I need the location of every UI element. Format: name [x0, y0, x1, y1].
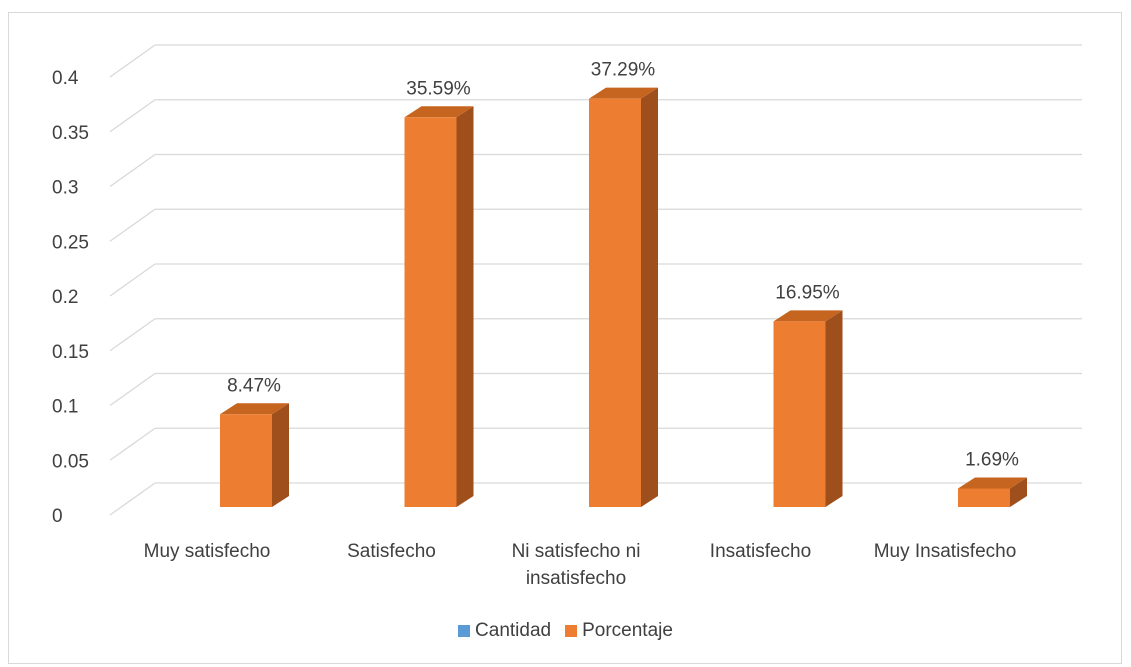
- data-label: 8.47%: [227, 375, 281, 396]
- y-tick-label: 0.35: [52, 123, 89, 144]
- x-category-label: Muy Insatisfecho: [874, 541, 1017, 562]
- bar-side: [1010, 477, 1027, 507]
- bar-top: [773, 310, 843, 322]
- y-tick-label: 0.05: [52, 451, 89, 472]
- y-tick-label: 0.3: [52, 178, 78, 199]
- gridline-wall: [109, 153, 156, 188]
- bar: [404, 117, 457, 508]
- x-category-label: insatisfecho: [526, 568, 626, 589]
- y-tick-label: 0: [52, 506, 63, 527]
- gridline-wall: [109, 427, 156, 461]
- gridline-wall: [109, 99, 156, 133]
- x-category-label: Muy satisfecho: [144, 541, 271, 562]
- x-category-label: Satisfecho: [347, 541, 436, 562]
- chart-legend: Cantidad Porcentaje: [0, 620, 1131, 642]
- data-label: 1.69%: [965, 449, 1019, 470]
- y-tick-label: 0.25: [52, 232, 89, 253]
- bar-top: [589, 87, 658, 99]
- x-category-label: Insatisfecho: [710, 541, 811, 562]
- bar: [773, 321, 826, 507]
- bar-side: [456, 106, 474, 508]
- legend-item: Porcentaje: [565, 620, 673, 642]
- bar-top: [958, 477, 1027, 489]
- legend-swatch: [458, 625, 471, 637]
- bar-side: [272, 403, 289, 507]
- gridline-wall: [109, 208, 156, 242]
- gridline-wall: [109, 372, 156, 407]
- bar: [220, 414, 272, 507]
- x-category-label: Ni satisfecho ni: [512, 541, 641, 562]
- legend-label: Cantidad: [475, 620, 552, 641]
- gridline-wall: [109, 482, 156, 516]
- gridline-wall: [109, 263, 156, 297]
- chart-area: [8, 12, 1122, 664]
- bar-side: [825, 310, 843, 507]
- data-label: 37.29%: [591, 60, 656, 81]
- bar: [958, 488, 1010, 507]
- legend-label: Porcentaje: [582, 620, 673, 641]
- bar-side: [641, 87, 658, 507]
- bar-top: [404, 106, 474, 118]
- gridline-wall: [109, 318, 156, 352]
- data-label: 35.59%: [406, 78, 471, 99]
- legend-swatch: [565, 625, 578, 637]
- y-tick-label: 0.2: [52, 287, 78, 308]
- y-tick-label: 0.15: [52, 342, 89, 363]
- data-label: 16.95%: [775, 282, 840, 303]
- bar-top: [220, 403, 289, 415]
- y-tick-label: 0.1: [52, 397, 78, 418]
- gridline-wall: [109, 44, 156, 78]
- bar: [589, 98, 641, 507]
- y-tick-label: 0.4: [52, 68, 79, 89]
- legend-item: Cantidad: [458, 620, 551, 642]
